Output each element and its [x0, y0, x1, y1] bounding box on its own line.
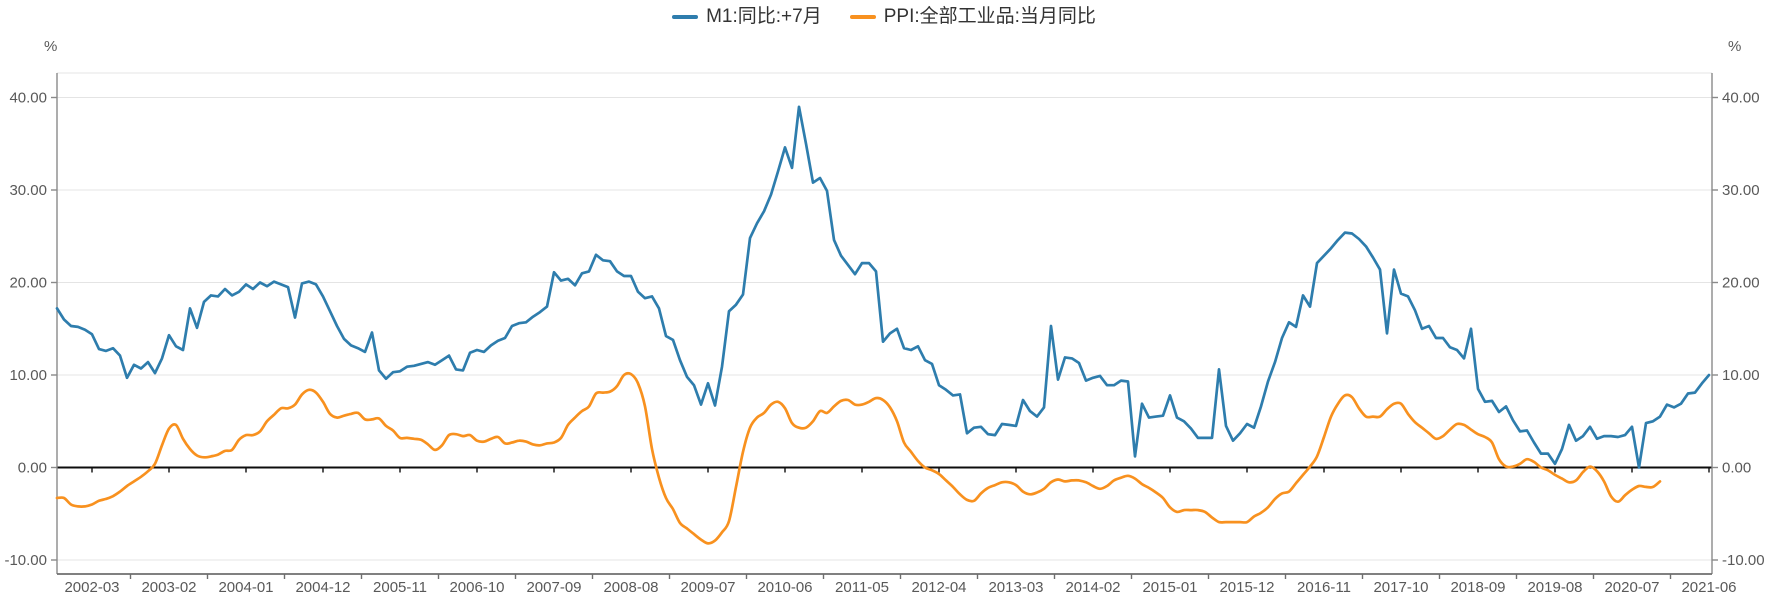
- ppi-series-line: [55, 371, 1662, 545]
- x-axis-label: 2009-07: [680, 579, 735, 596]
- x-axis-label: 2016-11: [1297, 579, 1351, 596]
- y-axis-label-left: 20.00: [9, 275, 47, 292]
- ppi-line-marker-icon: [849, 15, 876, 19]
- m1-series-line: [55, 105, 1711, 469]
- x-axis-label: 2015-01: [1142, 579, 1197, 596]
- x-axis-label: 2018-09: [1450, 579, 1505, 596]
- legend-label-ppi: PPI:全部工业品:当月同比: [883, 6, 1096, 27]
- x-axis-label: 2004-12: [295, 579, 350, 596]
- y-axis-label-left: 40.00: [9, 90, 47, 107]
- m1-line-marker-icon: [672, 15, 699, 19]
- y-axis-label-right: -10.00: [1722, 552, 1765, 569]
- legend-item-m1[interactable]: M1:同比:+7月: [672, 5, 822, 29]
- legend-item-ppi[interactable]: PPI:全部工业品:当月同比: [849, 5, 1096, 29]
- y-axis-label-right: 30.00: [1722, 182, 1760, 199]
- x-axis-label: 2019-08: [1527, 579, 1582, 596]
- legend-label-m1: M1:同比:+7月: [706, 6, 822, 27]
- y-axis-label-left: 10.00: [9, 367, 47, 384]
- y-axis-label-right: 0.00: [1722, 460, 1751, 477]
- y-axis-label-right: 10.00: [1722, 367, 1760, 384]
- y-axis-label-left: 30.00: [9, 182, 47, 199]
- x-axis-label: 2015-12: [1219, 579, 1274, 596]
- x-axis-label: 2006-10: [449, 579, 504, 596]
- x-axis-label: 2008-08: [603, 579, 658, 596]
- y-axis-label-right: 20.00: [1722, 275, 1760, 292]
- x-axis-label: 2004-01: [218, 579, 273, 596]
- x-axis-label: 2002-03: [64, 579, 119, 596]
- x-axis-label: 2013-03: [988, 579, 1043, 596]
- legend: M1:同比:+7月 PPI:全部工业品:当月同比: [0, 5, 1768, 29]
- y-axis-label-right: 40.00: [1722, 90, 1760, 107]
- y-axis-unit-right: %: [1728, 38, 1742, 55]
- x-axis-label: 2017-10: [1373, 579, 1428, 596]
- x-axis-label: 2014-02: [1065, 579, 1120, 596]
- x-axis-label: 2012-04: [911, 579, 966, 596]
- y-axis-label-left: -10.00: [4, 552, 47, 569]
- x-axis-label: 2021-06: [1681, 579, 1736, 596]
- x-axis-label: 2007-09: [526, 579, 581, 596]
- y-axis-unit-left: %: [44, 38, 58, 55]
- x-axis-label: 2011-05: [835, 579, 889, 596]
- x-axis-label: 2020-07: [1604, 579, 1659, 596]
- x-axis-label: 2005-11: [373, 579, 427, 596]
- x-axis-label: 2010-06: [757, 579, 812, 596]
- x-axis-label: 2003-02: [141, 579, 196, 596]
- y-axis-label-left: 0.00: [18, 460, 47, 477]
